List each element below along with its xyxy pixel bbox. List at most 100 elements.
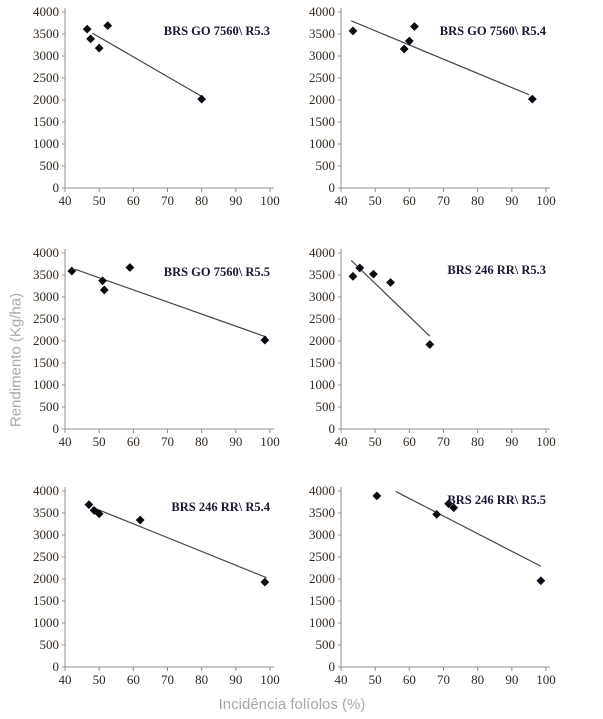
y-tick-label: 4000 — [33, 245, 59, 260]
data-point — [425, 340, 435, 349]
y-tick-label: 0 — [53, 659, 60, 674]
x-tick-label: 40 — [59, 193, 72, 208]
data-point — [432, 509, 442, 519]
data-point — [372, 491, 382, 501]
y-tick-label: 4000 — [309, 245, 335, 260]
chart-brs-246-rr-r5-5: 0 500 1000 1500 2000 2500 3000 3500 4000 40 50 60 70… — [288, 482, 564, 694]
y-tick-label: 2000 — [309, 333, 335, 348]
y-tick-label: 2500 — [33, 70, 59, 85]
y-tick-label: 3000 — [33, 48, 59, 63]
x-tick-label: 40 — [335, 193, 348, 208]
y-tick-label: 2500 — [309, 549, 335, 564]
y-tick-label: 500 — [40, 399, 60, 414]
chart-brs-go-7560-r5-5: 0 500 1000 1500 2000 2500 3000 3500 4000 40 50 60 70… — [12, 244, 288, 456]
x-axis-label: Incidência folíolos (%) — [218, 696, 366, 713]
chart-title: BRS 246 RR\ R5.4 — [171, 500, 270, 514]
trend-line — [395, 490, 542, 567]
y-tick-label: 3500 — [309, 26, 335, 41]
x-tick-label: 50 — [369, 672, 382, 687]
y-tick-label: 1000 — [33, 377, 59, 392]
trend-line — [75, 268, 267, 338]
data-point — [99, 285, 109, 295]
x-tick-label: 40 — [59, 434, 72, 449]
data-point — [355, 263, 365, 273]
x-tick-label: 100 — [536, 434, 556, 449]
y-tick-label: 3500 — [309, 505, 335, 520]
x-tick-label: 40 — [335, 434, 348, 449]
y-tick-label: 500 — [316, 399, 336, 414]
data-point — [260, 335, 270, 345]
y-tick-label: 3000 — [33, 527, 59, 542]
chart-brs-go-7560-r5-4: 0 500 1000 1500 2000 2500 3000 3500 4000 40 50 60 70… — [288, 3, 564, 215]
x-tick-label: 80 — [471, 672, 484, 687]
x-tick-label: 70 — [161, 672, 174, 687]
y-tick-label: 500 — [316, 158, 336, 173]
data-point — [449, 503, 459, 513]
x-tick-label: 80 — [195, 193, 208, 208]
chart-canvas: 0 500 1000 1500 2000 2500 3000 3500 4000 40 50 60 70… — [33, 483, 280, 687]
chart-canvas: 0 500 1000 1500 2000 2500 3000 3500 4000 40 50 60 70… — [33, 245, 280, 449]
y-tick-label: 0 — [329, 659, 336, 674]
trend-line — [351, 20, 530, 96]
y-tick-label: 3000 — [33, 289, 59, 304]
x-tick-label: 80 — [471, 193, 484, 208]
x-tick-label: 70 — [161, 193, 174, 208]
chart-title: BRS 246 RR\ R5.5 — [447, 493, 546, 507]
y-tick-label: 4000 — [309, 483, 335, 498]
x-tick-label: 40 — [59, 672, 72, 687]
y-tick-label: 3500 — [33, 26, 59, 41]
y-tick-label: 3000 — [309, 48, 335, 63]
data-point — [527, 94, 537, 104]
y-tick-label: 1500 — [309, 593, 335, 608]
x-tick-label: 50 — [93, 193, 106, 208]
x-tick-label: 90 — [505, 193, 518, 208]
x-tick-label: 50 — [369, 193, 382, 208]
x-tick-label: 100 — [260, 672, 280, 687]
data-point — [98, 276, 107, 286]
data-point — [536, 576, 546, 586]
y-tick-label: 2000 — [309, 92, 335, 107]
y-tick-label: 2500 — [309, 70, 335, 85]
x-tick-label: 90 — [229, 672, 242, 687]
y-tick-label: 4000 — [33, 483, 59, 498]
x-tick-label: 50 — [93, 672, 106, 687]
y-tick-label: 1500 — [33, 355, 59, 370]
x-tick-label: 60 — [127, 193, 140, 208]
y-tick-label: 2000 — [33, 571, 59, 586]
y-tick-label: 1000 — [309, 136, 335, 151]
y-tick-label: 0 — [329, 421, 336, 436]
y-tick-label: 4000 — [33, 4, 59, 19]
data-point — [135, 515, 145, 525]
y-tick-label: 1000 — [309, 377, 335, 392]
y-tick-label: 3000 — [309, 527, 335, 542]
trend-line — [92, 32, 204, 98]
data-point — [82, 24, 92, 34]
data-point — [67, 266, 77, 276]
data-point — [348, 26, 358, 36]
data-point — [260, 577, 270, 587]
data-point — [348, 271, 358, 281]
y-tick-label: 500 — [316, 637, 336, 652]
x-tick-label: 60 — [403, 672, 416, 687]
y-tick-label: 2000 — [309, 571, 335, 586]
x-tick-label: 40 — [335, 672, 348, 687]
y-tick-label: 1500 — [309, 355, 335, 370]
x-tick-label: 100 — [260, 193, 280, 208]
y-tick-label: 1500 — [309, 114, 335, 129]
x-tick-label: 80 — [195, 672, 208, 687]
chart-brs-246-rr-r5-4: 0 500 1000 1500 2000 2500 3000 3500 4000 40 50 60 70… — [12, 482, 288, 694]
y-tick-label: 4000 — [309, 4, 335, 19]
x-tick-label: 60 — [127, 434, 140, 449]
y-tick-label: 3500 — [309, 267, 335, 282]
x-tick-label: 100 — [260, 434, 280, 449]
data-point — [197, 94, 207, 104]
chart-title: BRS GO 7560\ R5.4 — [440, 24, 547, 38]
x-tick-label: 80 — [471, 434, 484, 449]
y-tick-label: 3500 — [33, 505, 59, 520]
y-tick-label: 2500 — [33, 549, 59, 564]
chart-brs-246-rr-r5-3: 0 500 1000 1500 2000 2500 3000 3500 4000 40 50 60 70… — [288, 244, 564, 456]
y-tick-label: 3500 — [33, 267, 59, 282]
x-tick-label: 90 — [505, 672, 518, 687]
x-tick-label: 100 — [536, 672, 556, 687]
